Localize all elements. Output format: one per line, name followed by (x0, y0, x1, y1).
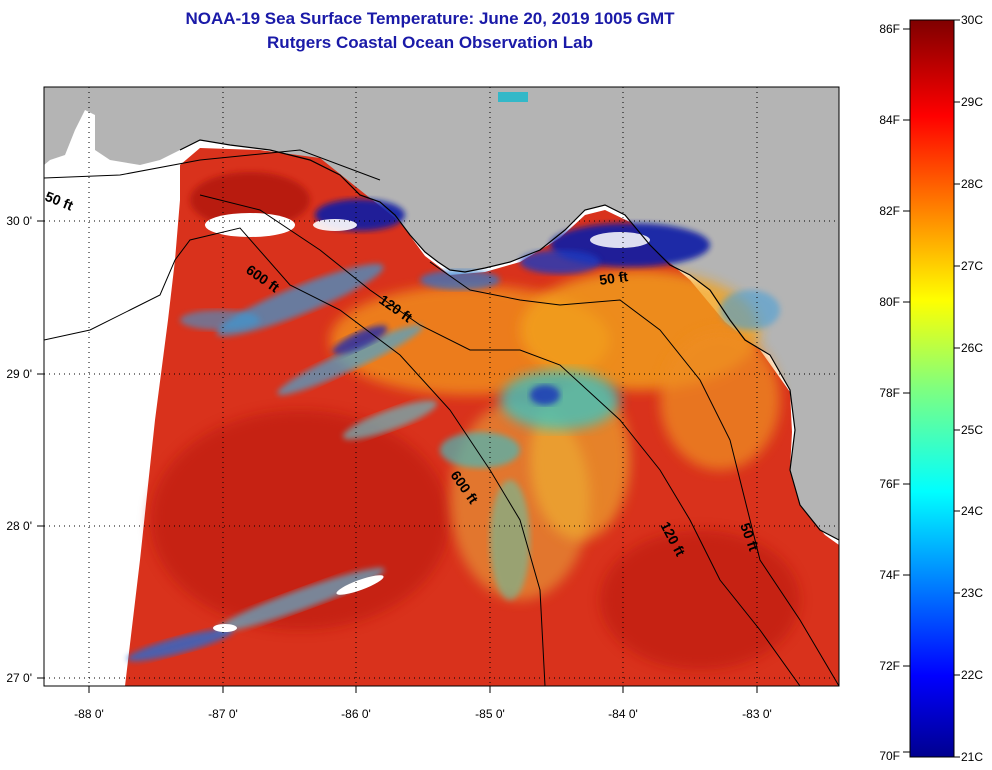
colorbar-f-label: 82F (879, 204, 900, 218)
colorbar-c-label: 22C (961, 668, 983, 682)
colorbar-c-label: 23C (961, 586, 983, 600)
colorbar: 86F 84F 82F 80F 78F 76F 74F 72F 70F 30C … (879, 13, 983, 764)
colorbar-f-label: 76F (879, 477, 900, 491)
colorbar-c-label: 28C (961, 177, 983, 191)
colorbar-f-label: 86F (879, 22, 900, 36)
colorbar-f-label: 78F (879, 386, 900, 400)
isobath-contours (44, 149, 839, 686)
lat-tick-label: 30 0' (6, 214, 32, 228)
top-speck (498, 92, 528, 102)
lon-tick-label: -84 0' (608, 707, 638, 721)
coastline (179, 139, 839, 541)
lon-tick-label: -86 0' (341, 707, 371, 721)
lon-tick-label: -85 0' (475, 707, 505, 721)
lat-tick-label: 27 0' (6, 671, 32, 685)
colorbar-f-label: 84F (879, 113, 900, 127)
colorbar-c-label: 21C (961, 750, 983, 764)
longitude-axis: -88 0' -87 0' -86 0' -85 0' -84 0' -83 0… (74, 707, 772, 721)
sst-swath (125, 148, 839, 686)
colorbar-f-label: 74F (879, 568, 900, 582)
lat-tick-label: 28 0' (6, 519, 32, 533)
colorbar-c-label: 27C (961, 259, 983, 273)
tick-marks (37, 220, 758, 693)
map-subtitle: Rutgers Coastal Ocean Observation Lab (267, 33, 593, 52)
colorbar-c-label: 24C (961, 504, 983, 518)
colorbar-f-label: 70F (879, 749, 900, 763)
land-mass (44, 87, 839, 540)
colorbar-c-label: 26C (961, 341, 983, 355)
lon-tick-label: -88 0' (74, 707, 104, 721)
colorbar-c-label: 30C (961, 13, 983, 27)
lon-tick-label: -87 0' (208, 707, 238, 721)
colorbar-f-label: 80F (879, 295, 900, 309)
colorbar-c-label: 29C (961, 95, 983, 109)
map-title: NOAA-19 Sea Surface Temperature: June 20… (185, 9, 675, 28)
colorbar-gradient (909, 19, 955, 758)
lon-tick-label: -83 0' (742, 707, 772, 721)
colorbar-c-label: 25C (961, 423, 983, 437)
map-panel: 50 ft 600 ft 120 ft 50 ft 600 ft 120 ft … (44, 87, 839, 686)
lat-tick-label: 29 0' (6, 367, 32, 381)
latitude-axis: 30 0' 29 0' 28 0' 27 0' (6, 214, 32, 685)
colorbar-f-label: 72F (879, 659, 900, 673)
map-frame (43, 86, 840, 687)
isobath-label: 50 ft (598, 268, 629, 288)
